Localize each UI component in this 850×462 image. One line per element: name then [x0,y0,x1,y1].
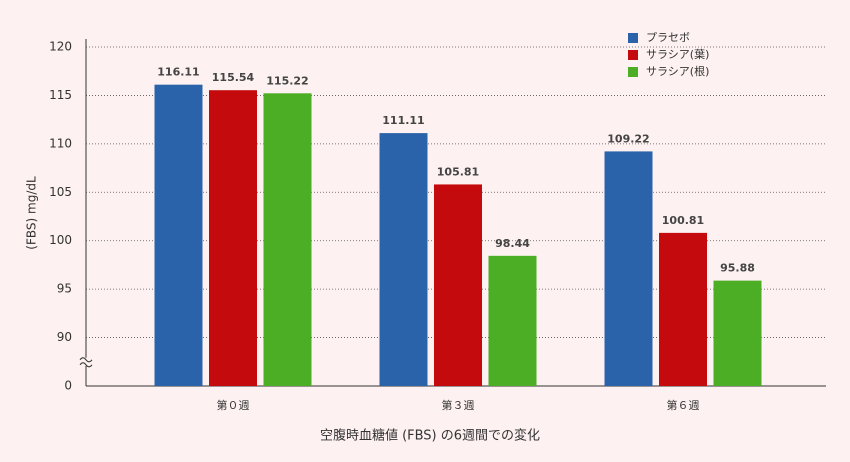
legend-swatch [628,67,638,77]
y-tick-label: 90 [57,330,72,344]
value-label: 111.11 [382,114,424,127]
value-label: 100.81 [662,214,704,227]
value-label: 109.22 [607,132,649,145]
y-tick-label: 110 [49,136,72,150]
value-label: 116.11 [157,66,199,79]
y-tick-label: 95 [57,282,72,296]
x-tick-label: 第０週 [217,398,250,412]
y-tick-label: 100 [49,233,72,247]
legend-label: サラシア(葉) [646,47,709,61]
bar [379,133,428,386]
bar [604,151,653,386]
legend-swatch [628,33,638,43]
y-tick-label: 105 [49,185,72,199]
bar [488,255,537,386]
y-tick-label: 115 [49,88,72,102]
y-tick-label: 120 [49,40,72,54]
value-label: 115.22 [266,74,308,87]
axis-break [79,357,93,368]
legend-label: プラセボ [646,31,690,44]
x-axis-title: 空腹時血糖値 (FBS) の6週間での変化 [320,428,540,444]
bar [209,90,257,386]
y-axis-title: (FBS) mg/dL [25,176,39,250]
x-tick-label: 第３週 [442,398,475,412]
x-tick-label: 第６週 [667,398,700,412]
bar [263,93,312,386]
legend-label: サラシア(根) [646,64,709,78]
value-label: 98.44 [495,237,530,250]
bar [434,184,482,386]
bar [154,84,203,386]
bar [713,280,762,386]
bar [659,232,707,386]
value-label: 105.81 [437,165,479,178]
axis-break-gap [80,357,92,366]
value-label: 115.54 [212,71,255,84]
y-tick-label: 0 [64,379,72,393]
legend-swatch [628,50,638,60]
value-label: 95.88 [720,262,755,275]
